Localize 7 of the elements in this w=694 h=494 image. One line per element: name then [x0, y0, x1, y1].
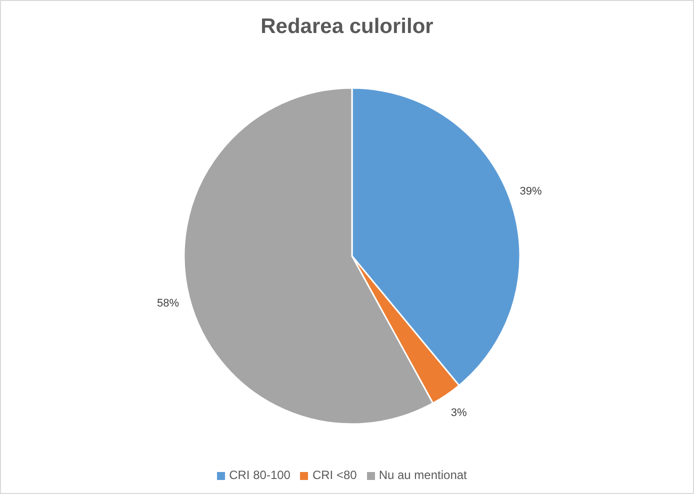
legend-label: Nu au mentionat [378, 468, 467, 482]
data-label: 39% [520, 186, 542, 198]
data-label: 58% [156, 297, 180, 310]
legend-label: CRI <80 [312, 468, 357, 482]
data-label: 3% [450, 407, 467, 420]
legend-label: CRI 80-100 [229, 468, 290, 482]
chart-title: Redarea culorilor [260, 15, 434, 39]
